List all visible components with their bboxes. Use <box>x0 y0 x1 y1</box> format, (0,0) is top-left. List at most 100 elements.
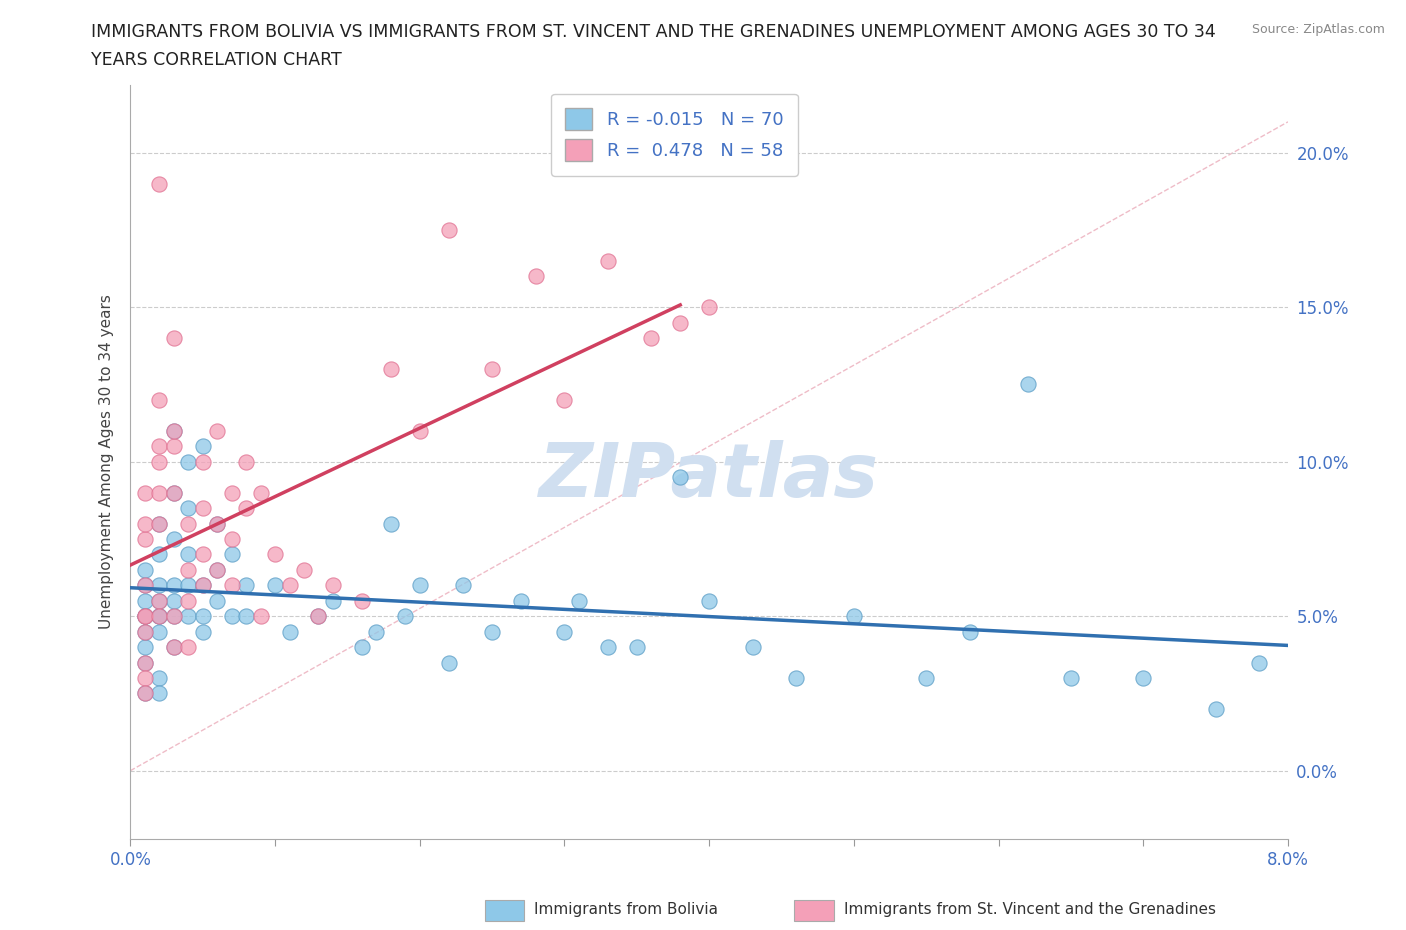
Point <box>148 609 170 624</box>
Point <box>249 485 271 500</box>
Point <box>177 454 200 469</box>
Point <box>163 423 186 438</box>
Point <box>264 547 287 562</box>
Point <box>380 362 402 377</box>
Point <box>524 269 547 284</box>
Point <box>669 470 692 485</box>
Point <box>163 593 186 608</box>
Point <box>307 609 329 624</box>
Point <box>163 609 186 624</box>
Point <box>205 593 228 608</box>
Point <box>437 655 460 670</box>
Point <box>148 547 170 562</box>
Point <box>366 624 388 639</box>
Point <box>163 609 186 624</box>
Point <box>221 485 243 500</box>
Point <box>148 593 170 608</box>
Point <box>148 392 170 407</box>
Text: Immigrants from St. Vincent and the Grenadines: Immigrants from St. Vincent and the Gren… <box>844 902 1216 917</box>
Point <box>134 485 156 500</box>
Point <box>177 593 200 608</box>
Point <box>163 439 186 454</box>
Point <box>1205 701 1227 716</box>
Point <box>134 686 156 701</box>
Point <box>163 578 186 592</box>
Point <box>350 593 373 608</box>
Text: IMMIGRANTS FROM BOLIVIA VS IMMIGRANTS FROM ST. VINCENT AND THE GRENADINES UNEMPL: IMMIGRANTS FROM BOLIVIA VS IMMIGRANTS FR… <box>91 23 1216 41</box>
Point <box>148 176 170 191</box>
Point <box>134 578 156 592</box>
Point <box>191 454 214 469</box>
Point <box>481 362 503 377</box>
Point <box>221 532 243 547</box>
Point <box>177 578 200 592</box>
Point <box>205 563 228 578</box>
Point <box>148 593 170 608</box>
Point <box>437 222 460 237</box>
Point <box>510 593 533 608</box>
Point <box>451 578 474 592</box>
Point <box>148 578 170 592</box>
Point <box>205 516 228 531</box>
Point <box>191 500 214 515</box>
Point <box>134 624 156 639</box>
Point <box>134 593 156 608</box>
Point <box>148 516 170 531</box>
Point <box>177 640 200 655</box>
Point <box>235 500 257 515</box>
Point <box>1132 671 1154 685</box>
Point <box>134 640 156 655</box>
Point <box>596 254 619 269</box>
Point <box>191 439 214 454</box>
Point <box>481 624 503 639</box>
Point <box>163 640 186 655</box>
Point <box>307 609 329 624</box>
Point <box>669 315 692 330</box>
Point <box>148 609 170 624</box>
Point <box>148 485 170 500</box>
Point <box>163 640 186 655</box>
Point <box>134 624 156 639</box>
Point <box>205 516 228 531</box>
Point <box>148 671 170 685</box>
Point <box>177 516 200 531</box>
Point <box>191 624 214 639</box>
Point <box>163 532 186 547</box>
Point <box>134 609 156 624</box>
Point <box>1017 377 1039 392</box>
Point <box>148 609 170 624</box>
Point <box>134 609 156 624</box>
Point <box>264 578 287 592</box>
Point <box>278 578 301 592</box>
Point <box>177 609 200 624</box>
Point <box>249 609 271 624</box>
Point <box>191 578 214 592</box>
Point <box>1247 655 1270 670</box>
Point <box>148 454 170 469</box>
Point <box>191 609 214 624</box>
Point <box>134 609 156 624</box>
Point <box>568 593 591 608</box>
Point <box>191 547 214 562</box>
Text: Immigrants from Bolivia: Immigrants from Bolivia <box>534 902 718 917</box>
Text: ZIPatlas: ZIPatlas <box>538 440 879 513</box>
Text: Source: ZipAtlas.com: Source: ZipAtlas.com <box>1251 23 1385 36</box>
Point <box>409 423 432 438</box>
Point <box>915 671 938 685</box>
Point <box>177 500 200 515</box>
Legend: R = -0.015   N = 70, R =  0.478   N = 58: R = -0.015 N = 70, R = 0.478 N = 58 <box>551 94 799 176</box>
Point <box>148 624 170 639</box>
Point <box>221 609 243 624</box>
Point <box>235 609 257 624</box>
Text: YEARS CORRELATION CHART: YEARS CORRELATION CHART <box>91 51 342 69</box>
Point <box>235 454 257 469</box>
Point <box>177 563 200 578</box>
Point <box>221 578 243 592</box>
Point <box>163 423 186 438</box>
Point <box>785 671 807 685</box>
Point <box>697 593 720 608</box>
Point <box>148 439 170 454</box>
Point <box>163 485 186 500</box>
Point <box>134 686 156 701</box>
Point <box>134 655 156 670</box>
